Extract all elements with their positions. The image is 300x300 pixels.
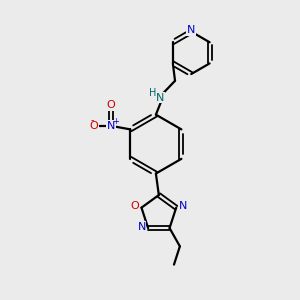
Text: N: N (156, 93, 164, 103)
Text: N: N (187, 25, 195, 35)
Text: N: N (178, 201, 187, 211)
Text: N: N (107, 121, 115, 131)
Text: +: + (112, 117, 119, 126)
Text: -: - (91, 116, 94, 126)
Text: O: O (106, 100, 115, 110)
Text: O: O (130, 201, 140, 211)
Text: H: H (149, 88, 156, 98)
Text: N: N (137, 222, 146, 232)
Text: O: O (90, 121, 98, 131)
